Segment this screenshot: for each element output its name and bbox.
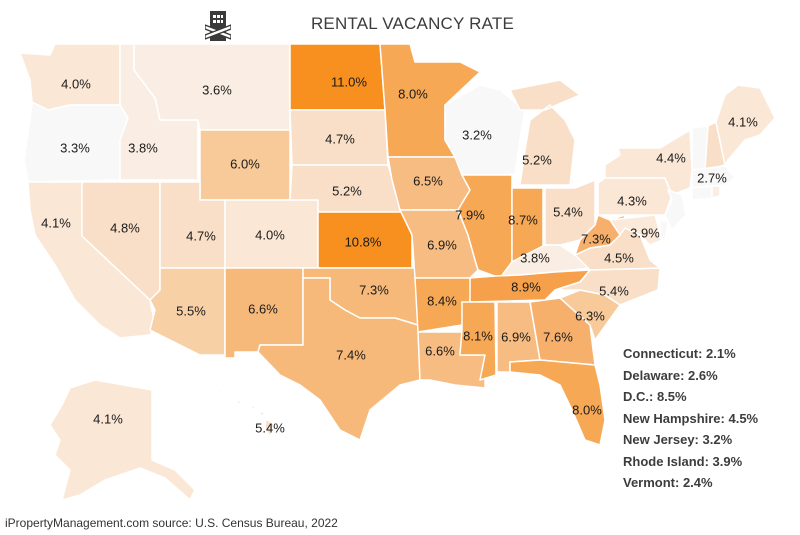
state-md[interactable]: 3.9% bbox=[609, 214, 663, 246]
svg-text:8.7%: 8.7% bbox=[508, 212, 538, 227]
state-wa[interactable]: 4.0% bbox=[19, 43, 121, 111]
state-mi[interactable]: 5.2% bbox=[509, 79, 581, 186]
state-fl[interactable]: 8.0% bbox=[509, 359, 606, 446]
source-footer: iPropertyManagement.com source: U.S. Cen… bbox=[5, 516, 338, 530]
state-ny[interactable]: 4.4% bbox=[604, 129, 693, 196]
state-ks[interactable]: 10.8% bbox=[317, 211, 413, 269]
svg-text:7.6%: 7.6% bbox=[543, 329, 573, 344]
svg-text:8.9%: 8.9% bbox=[511, 279, 541, 294]
svg-text:8.0%: 8.0% bbox=[572, 402, 602, 417]
svg-text:4.1%: 4.1% bbox=[41, 215, 71, 230]
svg-text:7.4%: 7.4% bbox=[336, 347, 366, 362]
state-wy[interactable]: 6.0% bbox=[199, 129, 291, 201]
state-me[interactable]: 4.1% bbox=[715, 84, 776, 166]
svg-text:7.3%: 7.3% bbox=[359, 282, 389, 297]
svg-text:8.1%: 8.1% bbox=[463, 328, 493, 343]
svg-text:6.9%: 6.9% bbox=[501, 329, 531, 344]
svg-text:3.9%: 3.9% bbox=[630, 225, 660, 240]
svg-text:6.5%: 6.5% bbox=[413, 173, 443, 188]
svg-text:6.6%: 6.6% bbox=[425, 343, 455, 358]
svg-text:3.3%: 3.3% bbox=[60, 140, 90, 155]
legend-item-connecticut: Connecticut: 2.1% bbox=[623, 346, 736, 361]
legend-item-new-hampshire: New Hampshire: 4.5% bbox=[623, 410, 759, 426]
svg-text:6.6%: 6.6% bbox=[248, 301, 278, 316]
svg-text:4.1%: 4.1% bbox=[93, 411, 123, 426]
state-hi[interactable]: 5.4% bbox=[216, 389, 285, 438]
svg-text:6.3%: 6.3% bbox=[575, 308, 605, 323]
svg-text:8.0%: 8.0% bbox=[398, 86, 428, 101]
small-states-legend: Connecticut: 2.1% Delaware: 2.6% D.C.: 8… bbox=[623, 343, 758, 494]
legend-item-vermont: Vermont: 2.4% bbox=[623, 475, 713, 490]
page-title: RENTAL VACANCY RATE bbox=[310, 14, 515, 33]
state-tx[interactable]: 7.4% bbox=[257, 277, 421, 441]
svg-text:6.9%: 6.9% bbox=[427, 237, 457, 252]
svg-text:11.0%: 11.0% bbox=[331, 74, 367, 89]
svg-text:5.4%: 5.4% bbox=[599, 283, 629, 298]
svg-text:4.0%: 4.0% bbox=[61, 76, 91, 91]
svg-text:4.0%: 4.0% bbox=[255, 227, 285, 242]
legend-item-dc: D.C.: 8.5% bbox=[623, 389, 687, 404]
state-mn[interactable]: 8.0% bbox=[379, 43, 481, 158]
legend-item-new-jersey: New Jersey: 3.2% bbox=[623, 432, 733, 447]
state-nj[interactable] bbox=[664, 189, 687, 231]
legend-item-rhode-island: Rhode Island: 3.9% bbox=[623, 453, 743, 469]
state-az[interactable]: 5.5% bbox=[149, 267, 226, 356]
svg-text:4.5%: 4.5% bbox=[604, 250, 634, 265]
svg-text:5.2%: 5.2% bbox=[522, 152, 552, 167]
state-ak[interactable]: 4.1% bbox=[49, 379, 196, 501]
svg-text:4.7%: 4.7% bbox=[186, 228, 216, 243]
state-pa[interactable]: 4.3% bbox=[597, 177, 673, 216]
svg-text:5.4%: 5.4% bbox=[553, 204, 583, 219]
svg-text:6.0%: 6.0% bbox=[230, 156, 260, 171]
svg-text:2.7%: 2.7% bbox=[697, 170, 727, 185]
svg-text:7.3%: 7.3% bbox=[581, 231, 611, 246]
state-ca[interactable]: 4.1% bbox=[27, 181, 156, 339]
legend-item-delaware: Delaware: 2.6% bbox=[623, 367, 718, 383]
svg-text:5.2%: 5.2% bbox=[332, 183, 362, 198]
state-ms[interactable]: 8.1% bbox=[459, 301, 497, 381]
svg-text:3.8%: 3.8% bbox=[520, 250, 550, 265]
state-il[interactable]: 7.9% bbox=[455, 174, 513, 279]
us-choropleth-map: 4.0% 3.3% 4.1% 3.8% 4.8% 3.6% 6.0% 4.7% … bbox=[19, 43, 776, 501]
svg-text:3.6%: 3.6% bbox=[202, 82, 232, 97]
svg-text:5.5%: 5.5% bbox=[176, 303, 206, 318]
state-nc[interactable]: 5.4% bbox=[554, 267, 661, 306]
state-nm[interactable]: 6.6% bbox=[224, 267, 304, 359]
state-ga[interactable]: 7.6% bbox=[529, 297, 596, 366]
state-ma[interactable]: 2.7% bbox=[691, 165, 736, 189]
state-or[interactable]: 3.3% bbox=[23, 101, 129, 183]
state-de[interactable] bbox=[659, 219, 669, 241]
svg-text:4.4%: 4.4% bbox=[656, 150, 686, 165]
svg-text:4.8%: 4.8% bbox=[110, 220, 140, 235]
state-sd[interactable]: 4.7% bbox=[289, 109, 389, 166]
svg-text:8.4%: 8.4% bbox=[427, 293, 457, 308]
svg-text:7.9%: 7.9% bbox=[455, 207, 485, 222]
svg-text:4.7%: 4.7% bbox=[325, 131, 355, 146]
svg-text:4.1%: 4.1% bbox=[728, 114, 758, 129]
svg-text:5.4%: 5.4% bbox=[255, 420, 285, 435]
state-ri[interactable] bbox=[711, 185, 721, 199]
svg-text:4.3%: 4.3% bbox=[617, 193, 647, 208]
state-wi[interactable]: 3.2% bbox=[444, 84, 526, 176]
svg-text:3.8%: 3.8% bbox=[128, 140, 158, 155]
svg-text:10.8%: 10.8% bbox=[345, 234, 382, 249]
state-in[interactable]: 8.7% bbox=[508, 187, 544, 263]
state-co[interactable]: 4.0% bbox=[224, 199, 319, 269]
svg-text:3.2%: 3.2% bbox=[462, 127, 492, 142]
state-nd[interactable]: 11.0% bbox=[289, 43, 386, 111]
state-ct[interactable] bbox=[691, 185, 713, 201]
